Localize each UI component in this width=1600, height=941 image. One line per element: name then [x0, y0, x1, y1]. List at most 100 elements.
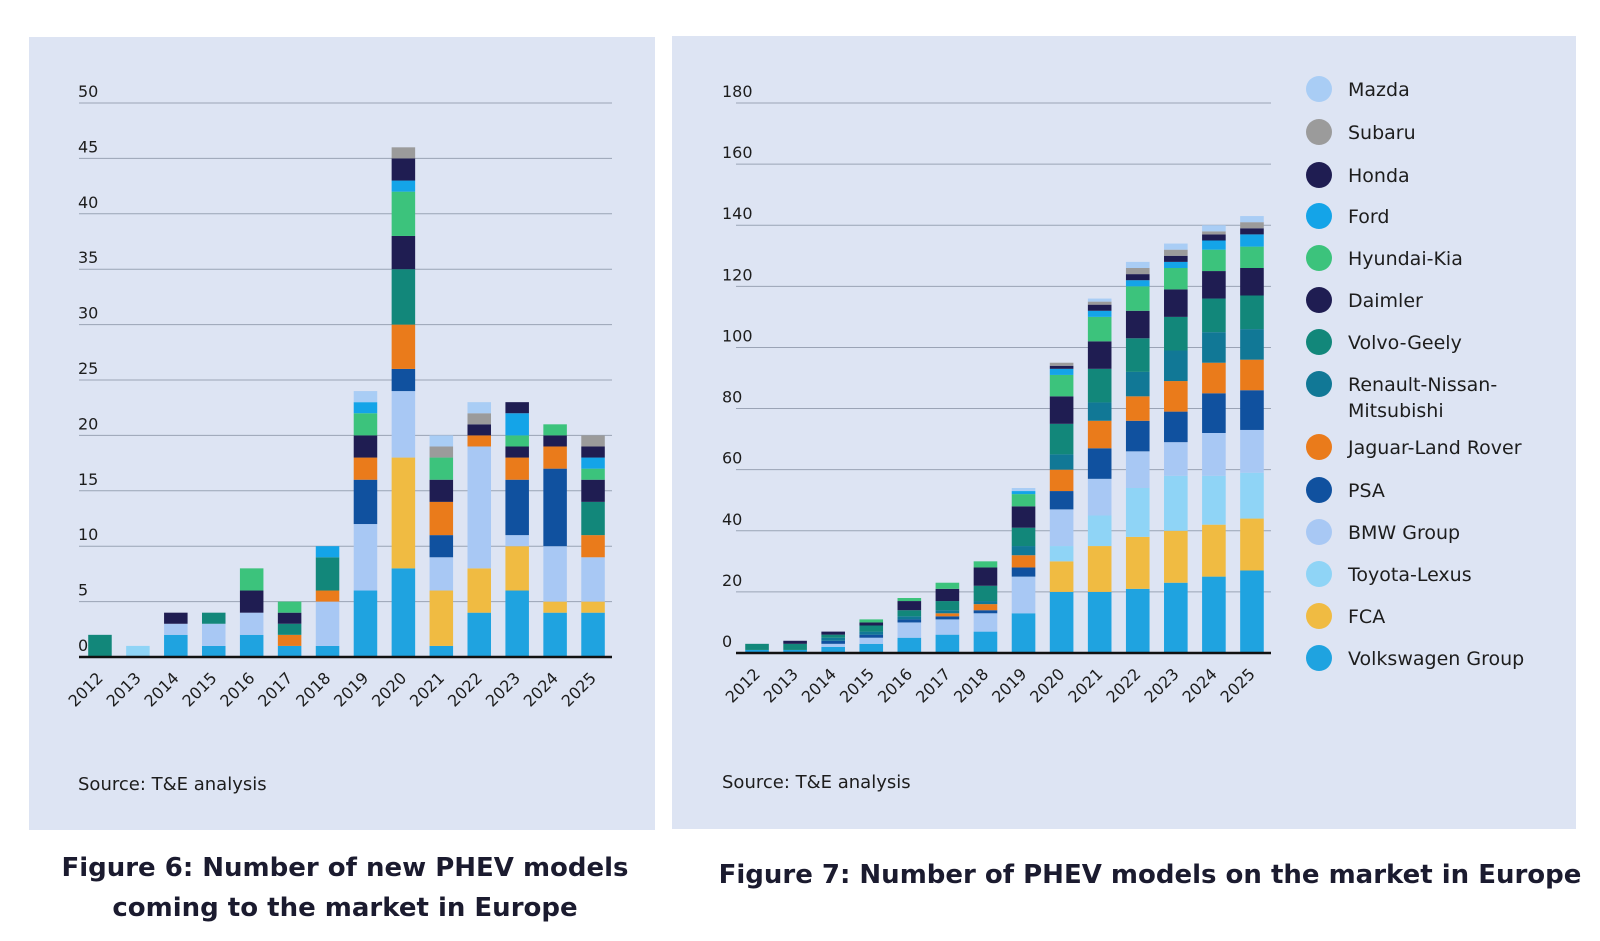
bar-segment-renault-nissan-mitsubishi-2022	[1125, 371, 1150, 397]
bar-segment-mazda-2022	[467, 402, 492, 414]
legend-label-toyota-lexus: Toyota-Lexus	[1347, 564, 1472, 586]
bar-segment-hyundai-kia-2024	[543, 424, 567, 436]
bar-segment-psa-2024	[543, 468, 567, 547]
bar-segment-daimler-2025	[1240, 268, 1264, 296]
bar-segment-volvo-geely-2015	[201, 612, 226, 624]
legend-label-mazda: Mazda	[1348, 79, 1410, 101]
bar-segment-renault-nissan-mitsubishi-2014	[821, 637, 845, 641]
bar-segment-volkswagen-group-2021	[429, 645, 454, 657]
legend-swatch-volvo-geely	[1306, 329, 1332, 355]
bar-segment-psa-2023	[505, 479, 529, 536]
bar-segment-volkswagen-group-2021	[1087, 591, 1112, 653]
bar-segment-volvo-geely-2022	[1125, 338, 1150, 372]
bar-segment-ford-2019	[1011, 491, 1036, 495]
bar-segment-honda-2021	[1087, 304, 1112, 311]
bar-segment-volvo-geely-2012	[88, 634, 112, 657]
y-tick-label: 40	[722, 510, 742, 529]
bar-segment-volvo-geely-2018	[315, 557, 340, 591]
bar-segment-daimler-2019	[1011, 506, 1036, 528]
bar-segment-bmw-group-2014	[164, 623, 188, 635]
bar-segment-jaguar-land-rover-2023	[1164, 381, 1188, 412]
legend-swatch-toyota-lexus	[1306, 561, 1332, 587]
bar-segment-volvo-geely-2018	[973, 585, 998, 602]
bar-segment-daimler-2024	[1202, 271, 1226, 299]
x-tick-label: 2018	[950, 664, 992, 706]
bar-segment-jaguar-land-rover-2021	[1087, 420, 1112, 449]
bar-segment-volkswagen-group-2013	[783, 649, 807, 653]
bar-segment-volvo-geely-2025	[581, 501, 605, 536]
bar-segment-jaguar-land-rover-2025	[1240, 359, 1264, 391]
bar-segment-hyundai-kia-2022	[1125, 286, 1150, 311]
bar-segment-daimler-2025	[581, 479, 605, 502]
bar-segment-jaguar-land-rover-2022	[1125, 396, 1150, 421]
bar-segment-subaru-2020	[1049, 362, 1074, 366]
bar-segment-mazda-2023	[1164, 243, 1188, 250]
bar-segment-fca-2022	[1125, 536, 1150, 589]
bar-segment-mazda-2019	[353, 391, 378, 403]
bar-segment-fca-2022	[467, 568, 492, 613]
bar-segment-bmw-group-2024	[543, 546, 567, 602]
bar-segment-jaguar-land-rover-2017	[277, 634, 302, 646]
bar-segment-psa-2019	[1011, 567, 1036, 577]
bar-segment-bmw-group-2023	[505, 535, 529, 547]
bar-segment-ford-2020	[391, 180, 416, 192]
bar-segment-psa-2021	[429, 535, 454, 558]
bar-segment-subaru-2023	[1164, 249, 1188, 256]
bar-segment-daimler-2022	[1125, 310, 1150, 339]
y-tick-label: 120	[722, 265, 753, 284]
bar-segment-renault-nissan-mitsubishi-2018	[973, 601, 998, 605]
bar-segment-volvo-geely-2012	[745, 643, 769, 650]
bar-segment-daimler-2016	[239, 590, 264, 613]
bar-segment-jaguar-land-rover-2018	[973, 604, 998, 611]
bar-segment-psa-2015	[859, 634, 884, 638]
bar-segment-fca-2020	[391, 457, 416, 569]
bar-segment-volvo-geely-2019	[1011, 527, 1036, 547]
y-tick-label: 160	[722, 143, 753, 162]
bar-segment-fca-2021	[1087, 546, 1112, 592]
bar-segment-volvo-geely-2020	[391, 269, 416, 325]
bar-segment-subaru-2021	[1087, 301, 1112, 305]
bar-segment-hyundai-kia-2016	[897, 598, 922, 602]
x-tick-label: 2021	[406, 668, 448, 710]
legend-label-volkswagen-group: Volkswagen Group	[1348, 648, 1524, 670]
bar-segment-hyundai-kia-2015	[859, 619, 884, 623]
bar-segment-hyundai-kia-2021	[429, 457, 454, 480]
figure-7-chart: 0 20 40 60 80 100 120 140 160 180 2012201320142015…	[722, 76, 1524, 793]
bar-segment-renault-nissan-mitsubishi-2020	[1049, 454, 1074, 470]
bar-segment-volvo-geely-2023	[1164, 316, 1188, 351]
bar-segment-volkswagen-group-2017	[935, 634, 960, 653]
y-tick-label: 0	[78, 636, 88, 655]
bar-segment-daimler-2021	[429, 479, 454, 502]
bar-segment-jaguar-land-rover-2022	[467, 435, 492, 447]
bar-segment-hyundai-kia-2017	[935, 582, 960, 589]
bar-segment-daimler-2015	[859, 622, 884, 626]
bar-segment-fca-2025	[1240, 518, 1264, 571]
bar-segment-volvo-geely-2017	[935, 601, 960, 611]
bar-segment-volvo-geely-2017	[277, 623, 302, 635]
bar-segment-jaguar-land-rover-2020	[1049, 469, 1074, 492]
bar-segment-volkswagen-group-2015	[859, 643, 884, 653]
legend-swatch-mazda	[1306, 76, 1332, 102]
y-tick-label: 140	[722, 204, 753, 223]
x-tick-label: 2017	[912, 664, 954, 706]
bar-segment-mazda-2021	[1087, 298, 1112, 302]
bar-segment-jaguar-land-rover-2024	[1202, 362, 1226, 394]
bar-segment-mazda-2021	[429, 435, 454, 447]
bar-segment-bmw-group-2022	[467, 446, 492, 569]
bar-segment-ford-2023	[1164, 261, 1188, 268]
bar-segment-daimler-2017	[277, 612, 302, 624]
x-tick-label: 2024	[520, 668, 562, 710]
bar-segment-daimler-2013	[783, 640, 807, 644]
bar-segment-volkswagen-group-2012	[745, 649, 769, 653]
x-tick-label: 2018	[292, 668, 334, 710]
legend-swatch-ford	[1306, 203, 1332, 229]
bar-segment-volkswagen-group-2022	[1125, 588, 1150, 653]
bar-segment-bmw-group-2025	[581, 557, 605, 602]
bar-segment-bmw-group-2019	[353, 524, 378, 591]
bar-segment-honda-2025	[1240, 228, 1264, 235]
bar-segment-jaguar-land-rover-2021	[429, 501, 454, 536]
legend-label-jaguar-land-rover: Jaguar-Land Rover	[1347, 437, 1522, 459]
bar-segment-renault-nissan-mitsubishi-2019	[1011, 546, 1036, 556]
legend-swatch-psa	[1306, 477, 1332, 503]
bar-segment-fca-2024	[543, 601, 567, 613]
